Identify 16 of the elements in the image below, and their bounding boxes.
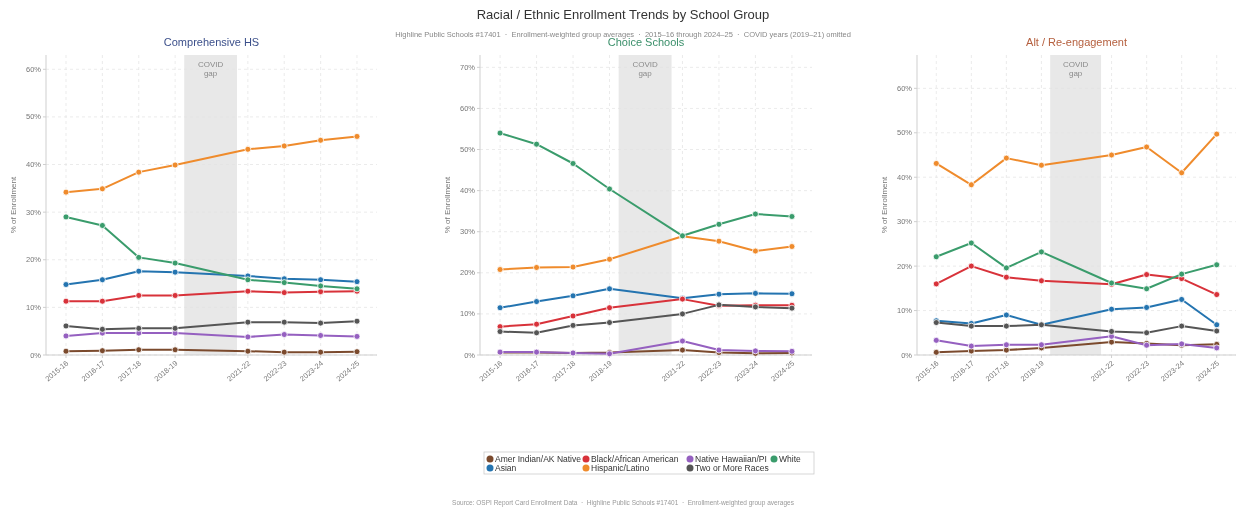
legend-label: Amer Indian/AK Native	[495, 454, 582, 464]
legend-label: Hispanic/Latino	[591, 463, 650, 473]
y-axis-title: % of Enrollment	[443, 175, 452, 234]
text: Racial / Ethnic Enrollment Trends by School Group	[476, 7, 770, 22]
legend-label: Black/African American	[591, 454, 679, 464]
band-label: COVID gap	[632, 60, 658, 78]
chart-title: Comprehensive HS	[163, 36, 260, 48]
legend-label: Two or More Races	[695, 463, 769, 473]
chart-title: Alt / Re-engagement	[1026, 36, 1127, 48]
y-axis-title: % of Enrollment	[9, 175, 18, 234]
legend-label: Asian	[495, 463, 517, 473]
legend-label: Native Hawaiian/PI	[695, 454, 767, 464]
band-label: COVID gap	[1062, 60, 1089, 78]
y-axis-title: % of Enrollment	[880, 175, 889, 234]
band-label: COVID gap	[197, 60, 224, 78]
legend-label: White	[779, 454, 801, 464]
